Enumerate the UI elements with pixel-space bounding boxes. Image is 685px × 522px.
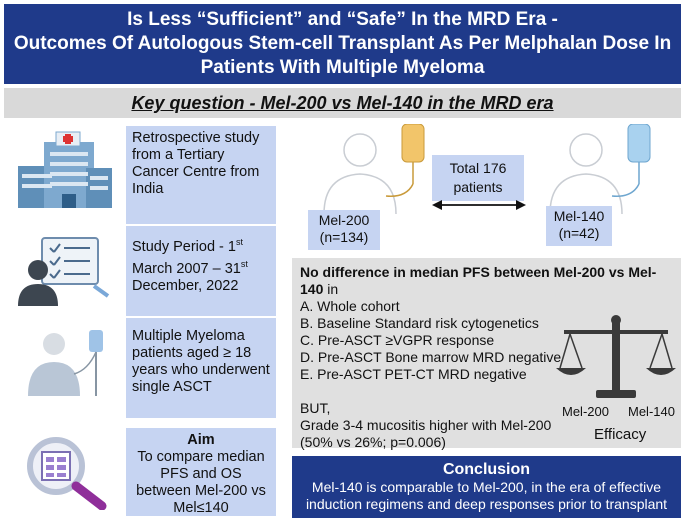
conclusion-line-1: Mel-140 is comparable to Mel-200, in the… [311,479,662,495]
aim-text: To compare median PFS and OS between Mel… [136,449,266,516]
mel200-name: Mel-200 [318,212,370,228]
results-heading-tail: in [323,281,339,297]
hospital-icon [18,131,112,208]
study-design-text: Retrospective study from a Tertiary Canc… [132,130,260,197]
but-text: BUT, [300,400,331,416]
aim-title: Aim [187,432,215,448]
patients-box: Multiple Myeloma patients aged ≥ 18 year… [126,318,276,418]
scale-right-label: Mel-140 [628,404,675,419]
patient-iv-icon [28,330,103,396]
patients-text: Multiple Myeloma patients aged ≥ 18 year… [132,328,270,395]
double-arrow-icon [432,200,526,210]
total-line-1: Total 176 [449,160,507,176]
results-box: No difference in median PFS between Mel-… [292,258,681,450]
balance-scale-icon [556,315,676,398]
mel200-n: (n=134) [319,229,369,245]
mel140-name: Mel-140 [553,208,605,224]
study-period-prefix: Study Period - 1 [132,238,236,255]
results-heading: No difference in median PFS between Mel-… [300,264,657,297]
scale-left-label: Mel-200 [562,404,609,419]
title-banner: Is Less “Sufficient” and “Safe” In the M… [4,4,681,84]
title-line-2: Outcomes Of Autologous Stem-cell Transpl… [13,33,672,54]
mel200-patient-iv-icon [323,124,425,214]
mel200-label-box: Mel-200 (n=134) [308,210,380,250]
key-question-bar: Key question - Mel-200 vs Mel-140 in the… [4,88,681,118]
total-patients-box: Total 176 patients [432,155,524,201]
conclusion-box: Conclusion Mel-140 is comparable to Mel-… [292,456,681,518]
aim-box: Aim To compare median PFS and OS between… [126,428,276,516]
study-design-box: Retrospective study from a Tertiary Canc… [126,126,276,224]
result-item-a: A. Whole cohort [300,298,400,314]
mucositis-line-1: Grade 3-4 mucositis higher with Mel-200 [300,417,552,433]
title-line-1: Is Less “Sufficient” and “Safe” In the M… [127,9,558,30]
key-question-text: Key question - Mel-200 vs Mel-140 in the… [131,93,554,113]
result-item-b: B. Baseline Standard risk cytogenetics [300,315,539,331]
scale-caption: Efficacy [594,426,647,443]
mel140-patient-iv-icon [549,124,651,214]
mel140-label-box: Mel-140 (n=42) [546,206,612,246]
magnifier-document-icon [27,437,107,510]
mucositis-line-2: (50% vs 26%; p=0.006) [300,434,446,450]
mel140-n: (n=42) [558,225,600,241]
conclusion-title: Conclusion [442,461,531,478]
study-period-mid: March 2007 – 31 [132,260,241,277]
result-item-c: C. Pre-ASCT ≥VGPR response [300,332,495,348]
conclusion-line-2: induction regimens and deep responses pr… [305,496,668,512]
study-period-box: Study Period - 1st March 2007 – 31st Dec… [126,226,276,316]
study-period-sup-2: st [240,258,248,269]
total-line-2: patients [453,179,503,195]
study-period-sup-1: st [235,237,243,247]
study-period-suffix: December, 2022 [132,277,239,294]
result-item-e: E. Pre-ASCT PET-CT MRD negative [300,366,527,382]
checklist-person-icon [18,237,110,306]
title-line-3: Patients With Multiple Myeloma [200,57,485,78]
result-item-d: D. Pre-ASCT Bone marrow MRD negative [300,349,562,365]
